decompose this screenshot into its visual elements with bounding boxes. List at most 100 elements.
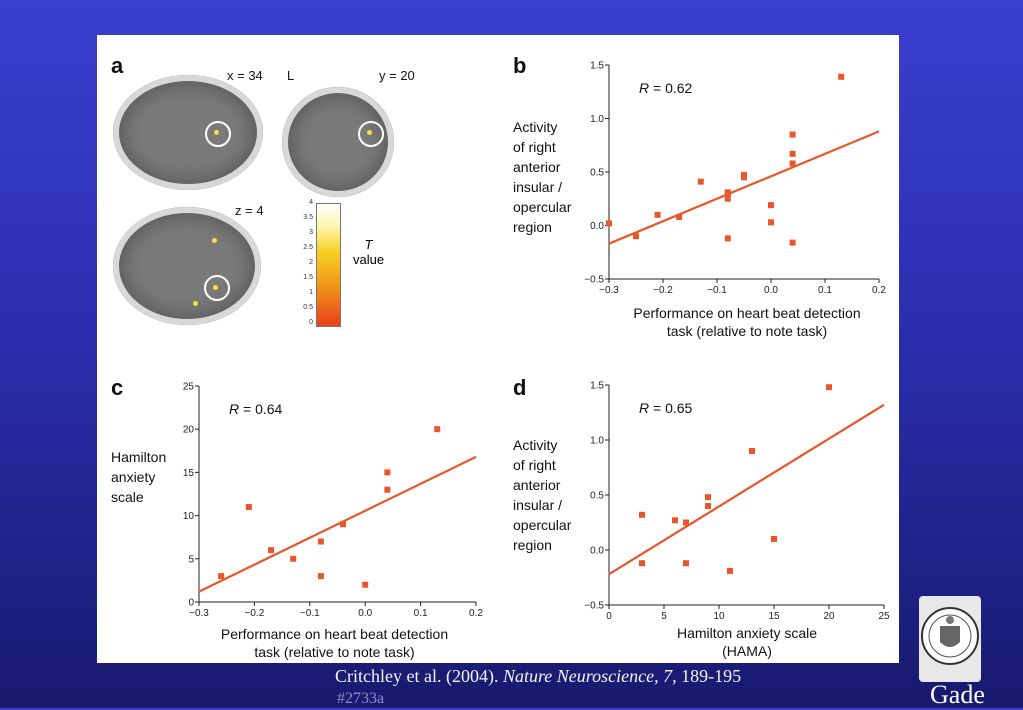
panel-c-letter: c — [111, 375, 124, 400]
ylabel-line: opercular — [513, 517, 572, 533]
slice-label-l: L — [287, 68, 295, 83]
ylabel-line: anxiety — [111, 469, 156, 485]
chart-c-scatter: 0 5 10 15 20 25 −0.3 −0.2 −0.1 0.0 0.1 0.2 R = 0.64 — [183, 382, 484, 620]
y-tick-label: 1.0 — [590, 436, 604, 447]
colorbar-tick: 3 — [309, 229, 313, 236]
x-tick-label: −0.1 — [707, 285, 727, 296]
ylabel-line: of right — [513, 457, 556, 473]
ylabel-line: region — [513, 219, 552, 235]
panel-d-xlabel: Hamilton anxiety scale (HAMA) — [597, 624, 897, 660]
data-point — [268, 547, 275, 554]
x-tick-label: 20 — [823, 611, 835, 622]
colorbar-tick: 1 — [309, 289, 313, 296]
data-point — [724, 235, 731, 242]
data-point — [826, 384, 832, 391]
citation-pages: 189-195 — [676, 666, 742, 686]
colorbar-tick: 0 — [309, 319, 313, 326]
xlabel-line: task (relative to note task) — [254, 644, 415, 660]
slice-label-x: x = 34 — [227, 68, 263, 83]
x-tick-label: −0.1 — [300, 608, 320, 619]
regression-line — [198, 455, 477, 593]
regression-line — [608, 130, 880, 245]
x-tick-label: 0.0 — [764, 285, 778, 296]
x-tick-label: 0.1 — [818, 285, 832, 296]
panel-b-ylabel: Activity of right anterior insular / ope… — [513, 117, 571, 237]
data-point — [290, 555, 297, 562]
ylabel-line: of right — [513, 139, 556, 155]
data-point — [838, 73, 845, 80]
data-point — [749, 448, 755, 454]
university-seal-logo — [919, 596, 981, 682]
ylabel-line: anterior — [513, 159, 561, 175]
x-tick-label: −0.2 — [245, 608, 265, 619]
data-point — [654, 211, 661, 218]
data-point — [705, 494, 711, 501]
colorbar-label: T value — [353, 237, 384, 267]
data-point — [676, 213, 683, 220]
panel-d-ylabel: Activity of right anterior insular / ope… — [513, 435, 571, 555]
data-point — [697, 178, 704, 185]
colorbar-tick: 3.5 — [303, 214, 313, 221]
activation-dot — [367, 130, 372, 135]
y-tick-label: 0.5 — [590, 168, 604, 179]
data-point — [705, 503, 711, 509]
y-tick-label: 0 — [188, 598, 194, 609]
x-tick-label: 25 — [878, 611, 890, 622]
y-tick-label: 1.0 — [590, 114, 604, 125]
data-point — [384, 469, 391, 476]
y-tick-label: −0.5 — [584, 601, 604, 612]
data-point — [639, 511, 645, 518]
data-point — [789, 150, 796, 157]
data-point — [789, 131, 796, 138]
chart-d-scatter: −0.5 0.0 0.5 1.0 1.5 0 5 10 15 20 25 R = 0.65 — [584, 381, 890, 623]
activation-dot — [213, 285, 218, 290]
roi-circle-axial — [204, 275, 230, 301]
panel-d-letter: d — [513, 375, 527, 400]
data-point — [384, 486, 391, 493]
data-point — [639, 560, 645, 567]
data-point — [724, 195, 731, 202]
roi-circle-sagittal — [205, 121, 231, 147]
x-tick-label: 0.1 — [414, 608, 428, 619]
ylabel-line: insular / — [513, 179, 563, 195]
colorbar-label-t: T — [364, 237, 373, 252]
colorbar-tick: 4 — [309, 199, 313, 206]
data-point — [771, 536, 777, 542]
data-point — [606, 220, 612, 227]
institution-label: Gade — [930, 680, 985, 709]
figure-panel: a x = 34 L y = 20 z = 4 4 3.5 3 2.5 2 1.… — [97, 35, 899, 663]
slice-label-z: z = 4 — [235, 203, 264, 218]
correlation-annotation: R = 0.62 — [639, 80, 693, 96]
data-point — [724, 189, 731, 196]
y-tick-label: 1.5 — [590, 381, 604, 392]
data-point — [741, 172, 747, 179]
data-point — [434, 426, 441, 433]
y-tick-label: 0.5 — [590, 491, 604, 502]
xlabel-line: (HAMA) — [722, 643, 772, 659]
data-point — [727, 567, 733, 574]
panel-a-letter: a — [111, 53, 124, 78]
data-point — [683, 519, 689, 526]
x-tick-label: 10 — [713, 611, 725, 622]
y-tick-label: 5 — [188, 554, 194, 565]
data-point — [218, 573, 225, 580]
seal-icon — [921, 607, 979, 665]
y-tick-label: 1.5 — [590, 61, 604, 72]
panel-c-ylabel: Hamilton anxiety scale — [111, 447, 166, 507]
data-point — [768, 202, 774, 209]
activation-dot — [193, 301, 198, 306]
citation: Critchley et al. (2004). Nature Neurosci… — [335, 666, 741, 687]
slide-number: #2733a — [337, 690, 385, 707]
x-tick-label: 0.2 — [872, 285, 886, 296]
y-tick-label: 10 — [183, 511, 195, 522]
citation-journal: Nature Neuroscience, 7, — [502, 666, 677, 686]
x-tick-label: 0 — [606, 611, 612, 622]
colorbar-ticks: 4 3.5 3 2.5 2 1.5 1 0.5 0 — [297, 199, 313, 329]
correlation-annotation: R = 0.64 — [229, 401, 283, 417]
xlabel-line: Performance on heart beat detection — [220, 626, 449, 642]
xlabel-line: Hamilton anxiety scale — [676, 625, 818, 641]
x-tick-label: −0.3 — [599, 285, 619, 296]
colorbar-tick: 0.5 — [303, 304, 313, 311]
colorbar-tick: 2.5 — [303, 244, 313, 251]
data-point — [672, 517, 678, 524]
